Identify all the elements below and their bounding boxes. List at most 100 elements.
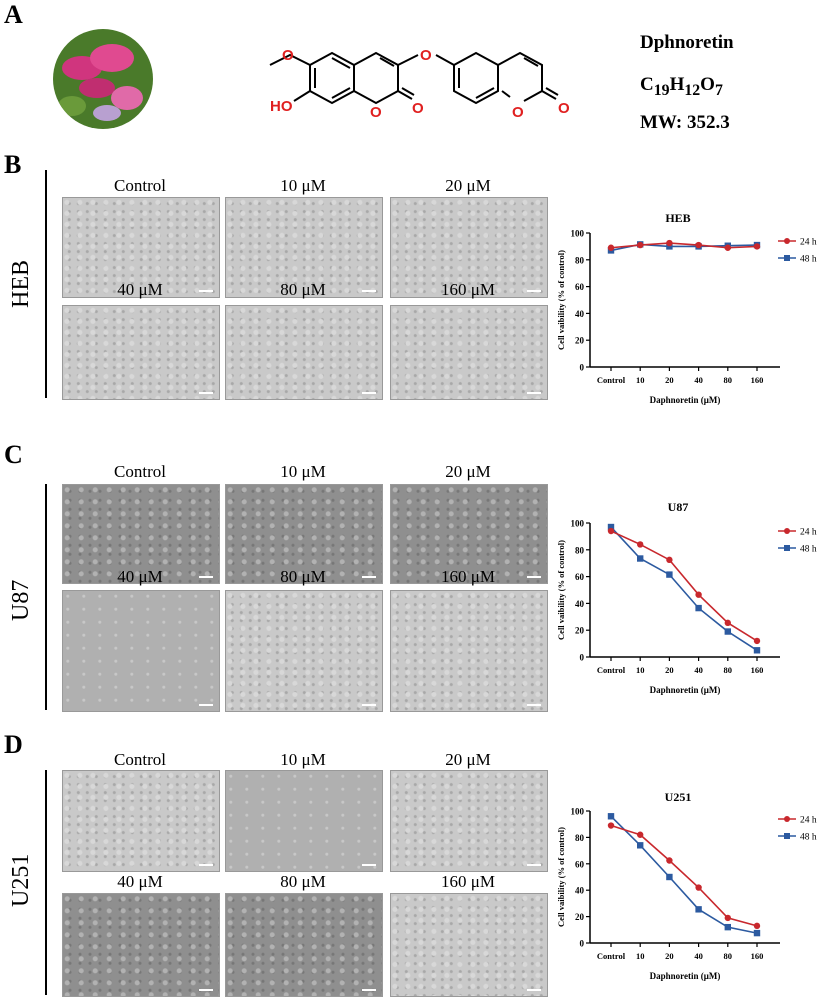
microscopy-image	[225, 590, 383, 712]
y-tick-label: 60	[575, 282, 585, 292]
data-point	[666, 243, 673, 250]
data-point	[637, 241, 644, 249]
chart-title: HEB	[665, 211, 690, 225]
y-tick-label: 40	[575, 309, 585, 319]
atom-ho: HO	[270, 98, 293, 115]
x-tick-label: 160	[751, 665, 764, 675]
x-tick-label: 80	[724, 951, 733, 961]
condition-label: 10 μM	[280, 176, 326, 195]
data-point	[753, 637, 761, 645]
data-point	[637, 541, 644, 548]
y-tick-label: 60	[575, 859, 585, 869]
panel-label: B	[4, 150, 22, 179]
data-point	[695, 604, 702, 612]
x-tick-label: 160	[751, 375, 764, 385]
microscopy-image	[62, 484, 220, 584]
microscopy-image	[390, 770, 548, 872]
y-tick-label: 100	[571, 807, 585, 817]
data-point	[607, 527, 615, 535]
viability-chart: U87 0 20 40 60 80 100 Control 10 20 40 80 160 Daphnor…	[556, 500, 817, 695]
x-tick-label: 20	[665, 375, 674, 385]
microscopy-image	[390, 893, 548, 997]
data-point	[637, 831, 644, 838]
data-point	[666, 571, 673, 578]
microscopy-image	[390, 305, 548, 400]
y-tick-label: 80	[575, 255, 585, 265]
series-line	[610, 242, 758, 249]
series-line	[610, 526, 758, 651]
x-tick-label: 20	[665, 665, 674, 675]
chemical-structure: O HO O O O O O	[269, 47, 570, 121]
condition-label: 10 μM	[280, 462, 326, 481]
data-point	[607, 813, 615, 820]
y-tick-label: 100	[571, 229, 585, 239]
x-tick-label: 10	[636, 951, 645, 961]
divider-line	[45, 170, 47, 398]
divider-line	[45, 770, 47, 995]
compound-formula: C19H12O7	[640, 74, 723, 99]
data-point	[695, 884, 702, 891]
legend-marker	[784, 816, 790, 822]
chart-title: U87	[668, 500, 689, 514]
condition-label: 20 μM	[445, 750, 491, 769]
y-axis-label: Cell vaibility (% of control)	[556, 250, 566, 350]
y-tick-label: 40	[575, 886, 585, 896]
data-point	[695, 241, 702, 249]
legend-label: 48 h	[800, 255, 817, 265]
microscopy-image	[225, 893, 383, 997]
data-point	[637, 555, 644, 562]
legend-label: 24 h	[800, 528, 817, 538]
condition-label: 40 μM	[117, 872, 163, 891]
x-tick-label: 10	[636, 375, 645, 385]
data-point	[637, 842, 644, 849]
condition-label: Control	[114, 462, 166, 481]
microscopy-image	[62, 893, 220, 997]
viability-chart: HEB 0 20 40 60 80 100 Control 10 20 40 80 160 Daphnor…	[556, 211, 817, 405]
compound-name: Dphnoretin	[640, 32, 734, 53]
condition-label: 80 μM	[280, 872, 326, 891]
molecular-weight: MW: 352.3	[640, 112, 730, 133]
panel-label: D	[4, 730, 23, 759]
series-line	[610, 824, 758, 927]
y-tick-label: 20	[575, 336, 585, 346]
y-tick-label: 40	[575, 599, 585, 609]
condition-label: 160 μM	[441, 872, 495, 891]
data-point	[753, 929, 761, 937]
y-tick-label: 0	[580, 939, 585, 949]
microscopy-image	[225, 305, 383, 400]
data-point	[724, 244, 731, 251]
legend-marker	[784, 545, 790, 551]
x-tick-label: 40	[694, 951, 703, 961]
condition-label: 20 μM	[445, 176, 491, 195]
data-point	[695, 906, 702, 913]
data-point	[607, 523, 615, 531]
condition-label: Control	[114, 750, 166, 769]
legend-marker	[784, 833, 790, 839]
x-tick-label: 80	[724, 665, 733, 675]
x-tick-label: 40	[694, 665, 703, 675]
data-point	[724, 619, 731, 627]
flower-photo	[53, 29, 153, 129]
y-tick-label: 80	[575, 545, 585, 555]
y-tick-label: 0	[580, 653, 585, 663]
atom-o: O	[420, 47, 432, 64]
microscopy-image	[62, 197, 220, 298]
x-axis-label: Daphnoretin (μM)	[650, 395, 721, 405]
condition-label: 40 μM	[117, 280, 163, 299]
condition-label: 160 μM	[441, 280, 495, 299]
microscopy-image	[225, 770, 383, 872]
data-point	[695, 591, 702, 598]
data-point	[666, 857, 673, 864]
condition-label: Control	[114, 176, 166, 195]
atom-o: O	[558, 100, 570, 117]
series-line	[610, 530, 758, 642]
microscopy-image	[390, 484, 548, 584]
data-point	[666, 556, 673, 564]
x-axis-label: Daphnoretin (μM)	[650, 685, 721, 695]
chart-title: U251	[665, 790, 692, 804]
condition-label: 20 μM	[445, 462, 491, 481]
cell-line-label: HEB	[8, 260, 34, 308]
y-tick-label: 100	[571, 519, 585, 529]
data-point	[666, 239, 673, 247]
